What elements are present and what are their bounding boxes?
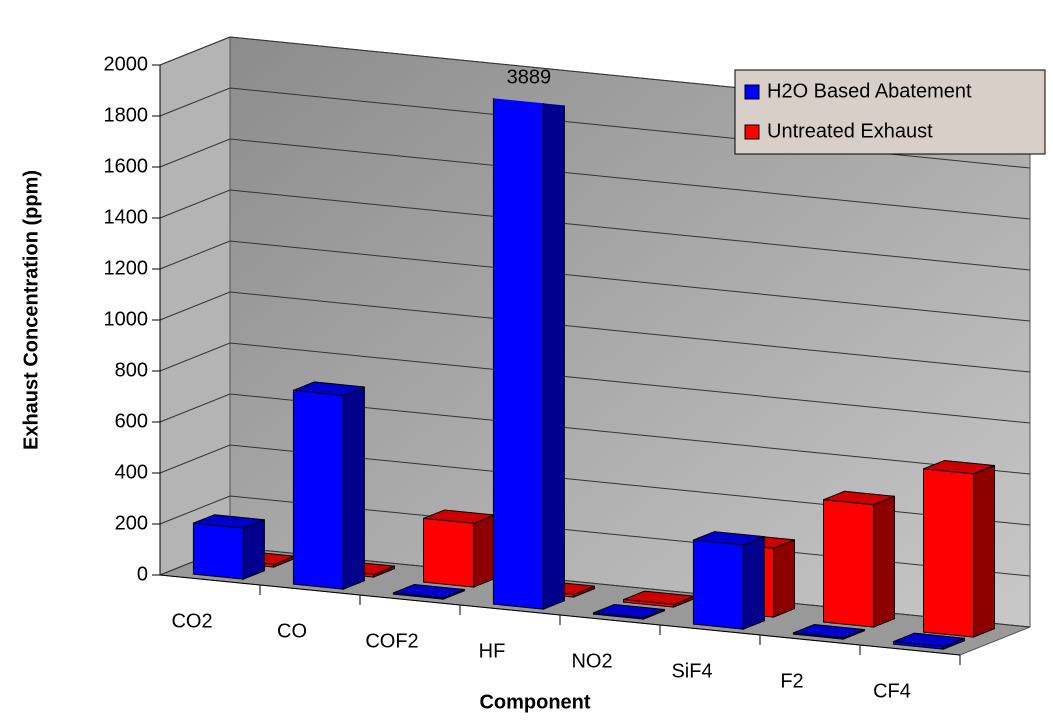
- bar: [892, 632, 965, 650]
- y-tick-label: 1000: [104, 308, 149, 330]
- y-tick-label: 600: [115, 410, 148, 432]
- bar-front: [792, 632, 844, 640]
- bar: [923, 459, 995, 638]
- x-tick-label: CF4: [873, 680, 911, 702]
- y-tick-label: 400: [115, 461, 148, 483]
- bar-front: [192, 522, 244, 580]
- bar: [292, 381, 365, 590]
- legend-swatch: [744, 124, 760, 140]
- bar-front: [492, 55, 544, 610]
- y-tick-label: 800: [115, 359, 148, 381]
- x-tick-label: NO2: [571, 650, 612, 672]
- legend-swatch: [744, 84, 760, 100]
- bar-side: [973, 464, 995, 638]
- bar: [823, 490, 895, 628]
- bar: [792, 623, 865, 640]
- bar-side: [542, 55, 565, 610]
- bar-side: [473, 514, 495, 588]
- bar-front: [423, 517, 474, 588]
- bar: [423, 509, 495, 588]
- bar-front: [823, 499, 874, 628]
- bar-side: [773, 539, 795, 618]
- bar-side: [342, 386, 365, 590]
- bar-side: [242, 519, 265, 580]
- bar: [192, 514, 265, 580]
- grid-line: [159, 444, 1031, 526]
- x-tick-label: F2: [780, 670, 803, 692]
- legend-label: H2O Based Abatement: [767, 80, 972, 102]
- legend-label: Untreated Exhaust: [767, 120, 933, 142]
- bar-side: [873, 495, 895, 628]
- bar-front: [692, 539, 744, 630]
- bar-front: [623, 598, 674, 608]
- y-axis-label: Exhaust Concentration (ppm): [20, 170, 42, 450]
- x-tick-label: HF: [479, 640, 506, 662]
- value-label: 3889: [507, 67, 552, 89]
- y-tick-label: 1800: [104, 104, 149, 126]
- legend-box: [734, 69, 1046, 155]
- legend: H2O Based Abatement Untreated Exhaust: [734, 69, 1046, 155]
- bar: [392, 583, 465, 600]
- bar-front: [592, 612, 644, 620]
- bar-front: [892, 641, 944, 650]
- bar-front: [923, 468, 974, 638]
- grid-line: [159, 138, 1031, 220]
- grid-line: [159, 342, 1031, 424]
- x-tick-label: SiF4: [671, 660, 712, 682]
- x-axis-label: Component: [479, 691, 590, 713]
- grid-line: [159, 393, 1031, 475]
- y-tick-label: 1200: [104, 257, 149, 279]
- bar-front: [292, 389, 344, 590]
- bar-side: [742, 535, 765, 630]
- x-tick-label: CO2: [171, 610, 212, 632]
- y-tick-label: 0: [137, 563, 148, 585]
- y-tick-label: 200: [115, 512, 148, 534]
- y-tick-label: 2000: [104, 53, 149, 75]
- y-tick-label: 1400: [104, 206, 149, 228]
- bar: [592, 603, 665, 620]
- bar-front: [392, 592, 444, 600]
- bar: [692, 531, 765, 630]
- grid-line: [159, 189, 1031, 271]
- grid-line: [159, 240, 1031, 322]
- x-tick-label: COF2: [365, 630, 418, 652]
- y-tick-label: 1600: [104, 155, 149, 177]
- bar: [492, 55, 565, 610]
- x-tick-label: CO: [277, 620, 307, 642]
- grid-line: [159, 291, 1031, 373]
